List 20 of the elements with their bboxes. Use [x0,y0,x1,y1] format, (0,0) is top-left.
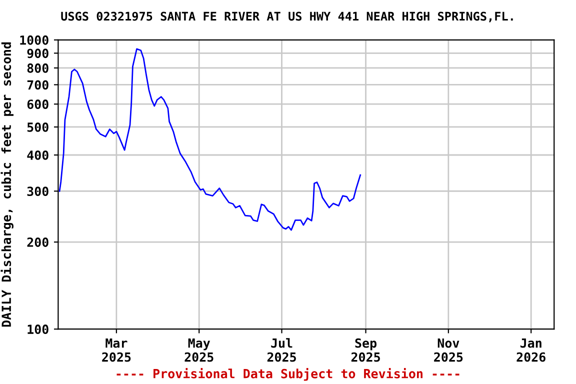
y-tick-label: 700 [27,80,48,90]
y-tick-label: 900 [27,48,48,58]
x-tick-label: Nov 2025 [434,338,463,362]
y-tick-label: 200 [27,238,48,247]
y-tick-label: 500 [27,122,48,132]
text: ---- Provisional Data Subject to Revision ---- [116,368,460,381]
x-tick-label: Sep 2025 [351,338,380,362]
y-axis-title: DAILY Discharge, cubic feet per second [0,42,14,327]
y-tick-label: 800 [27,63,48,73]
x-tick-label: Mar 2025 [102,338,131,362]
y-tick-label: 1000 [20,35,48,45]
line-series [58,48,362,231]
x-tick-label: Jul 2025 [267,338,296,362]
y-tick-label: 600 [27,100,48,110]
y-tick-label: 400 [27,150,48,160]
y-tick-label: 300 [27,186,48,196]
x-tick-label: May 2025 [184,338,214,362]
y-tick-label: 100 [28,324,48,334]
x-tick-label: Jan 2026 [516,338,546,362]
chart-title: USGS 02321975 SANTA FE RIVER AT US HWY 441 NEAR HIGH SPRINGS,FL. [61,12,513,22]
